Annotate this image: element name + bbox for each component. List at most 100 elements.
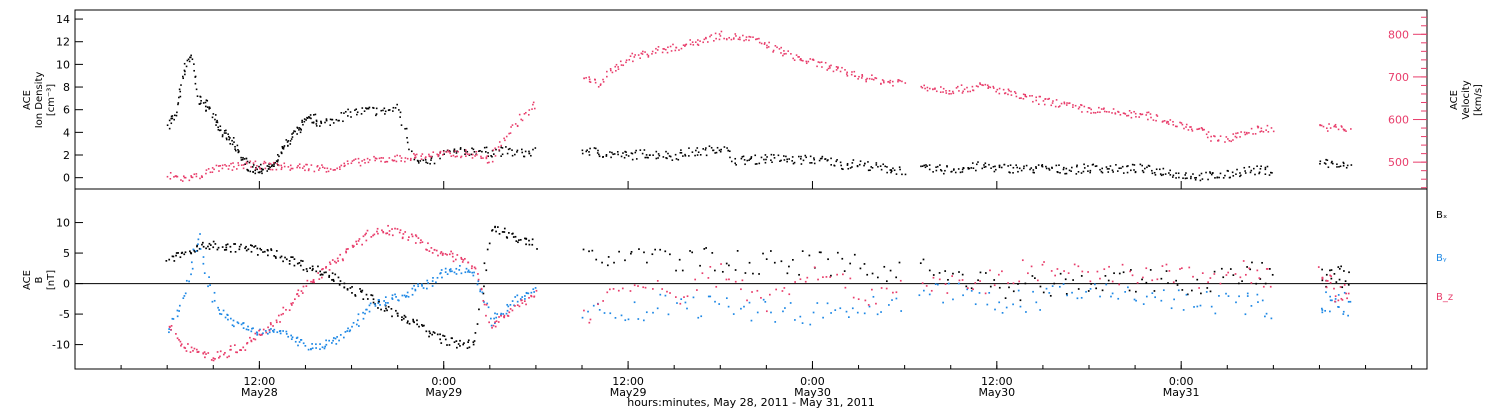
density-point (260, 170, 263, 173)
velocity-point (1126, 114, 1128, 117)
velocity-point (475, 150, 478, 153)
by-point (259, 328, 261, 331)
bx-point (664, 250, 667, 253)
velocity-point (889, 81, 891, 84)
density-point (306, 117, 309, 120)
bz-point (417, 237, 420, 239)
velocity-point (520, 118, 522, 121)
bx-point (1232, 274, 1235, 276)
velocity-point (420, 158, 423, 160)
by-point (656, 307, 659, 310)
bz-point (972, 288, 974, 291)
by-point (809, 323, 812, 326)
velocity-point (1217, 139, 1220, 141)
by-point (441, 276, 443, 279)
by-point (273, 328, 276, 331)
bz-point (305, 285, 308, 288)
bx-point (339, 280, 342, 282)
bz-point (189, 351, 192, 353)
by-point (524, 295, 526, 297)
velocity-point (326, 167, 329, 170)
density-point (329, 118, 332, 121)
bz-point (686, 295, 689, 298)
velocity-point (1080, 104, 1083, 107)
velocity-point (351, 160, 354, 162)
velocity-point (622, 64, 625, 67)
bx-point (1213, 270, 1216, 273)
by-point (287, 335, 290, 338)
density-point (479, 149, 481, 152)
bz-point (414, 242, 417, 244)
by-point (247, 325, 249, 328)
velocity-point (271, 168, 274, 171)
bz-point (226, 356, 229, 359)
x-tick-time-5: 0:00 (1169, 375, 1194, 388)
density-point (468, 154, 471, 156)
bx-point (328, 274, 331, 277)
density-point (925, 164, 927, 166)
velocity-point (866, 77, 868, 80)
bx-point (1338, 278, 1341, 281)
density-point (1142, 171, 1145, 174)
bx-point (488, 242, 491, 245)
bx-point (259, 247, 262, 250)
velocity-point (169, 171, 172, 174)
density-point (1134, 171, 1137, 174)
by-point (1076, 297, 1079, 300)
by-point (232, 319, 235, 322)
density-point (287, 140, 290, 142)
density-point (1041, 165, 1043, 167)
velocity-point (439, 152, 441, 154)
density-point (252, 170, 254, 173)
density-point (521, 151, 524, 154)
density-point (204, 101, 207, 104)
density-point (225, 137, 228, 140)
velocity-point (689, 39, 691, 41)
velocity-point (647, 54, 650, 57)
bx-point (691, 251, 694, 254)
density-point (682, 155, 684, 157)
bz-point (411, 235, 414, 238)
velocity-point (745, 36, 748, 38)
by-point (1320, 307, 1323, 310)
density-point (176, 111, 178, 114)
by-point (1039, 309, 1041, 311)
bx-point (630, 250, 633, 253)
density-point (417, 162, 420, 164)
by-point (1210, 305, 1213, 308)
velocity-point (347, 162, 349, 165)
density-point (851, 162, 854, 164)
velocity-point (1239, 136, 1241, 138)
velocity-point (583, 77, 585, 80)
density-point (688, 147, 690, 149)
density-point (360, 113, 363, 115)
bx-point (1175, 279, 1178, 282)
by-point (516, 300, 519, 303)
density-point (1175, 172, 1177, 175)
velocity-point (510, 126, 512, 128)
density-point (1232, 175, 1235, 177)
density-point (1025, 164, 1028, 167)
velocity-point (1112, 108, 1115, 110)
by-point (335, 343, 338, 345)
by-point (680, 298, 683, 301)
velocity-point (631, 52, 634, 55)
velocity-point (827, 67, 830, 70)
velocity-point (363, 159, 366, 161)
bx-point (1329, 269, 1331, 272)
velocity-point (1117, 111, 1120, 113)
velocity-point (1124, 113, 1127, 115)
density-point (1256, 165, 1258, 168)
density-point (993, 170, 996, 173)
density-point (392, 110, 394, 112)
bx-point (202, 241, 204, 244)
bz-point (471, 265, 473, 268)
bz-point (1131, 274, 1134, 277)
by-point (834, 309, 837, 311)
density-point (314, 113, 317, 116)
bz-point (260, 333, 263, 336)
density-point (416, 159, 419, 162)
velocity-point (998, 92, 1001, 95)
density-point (729, 156, 731, 159)
velocity-point (942, 87, 945, 90)
